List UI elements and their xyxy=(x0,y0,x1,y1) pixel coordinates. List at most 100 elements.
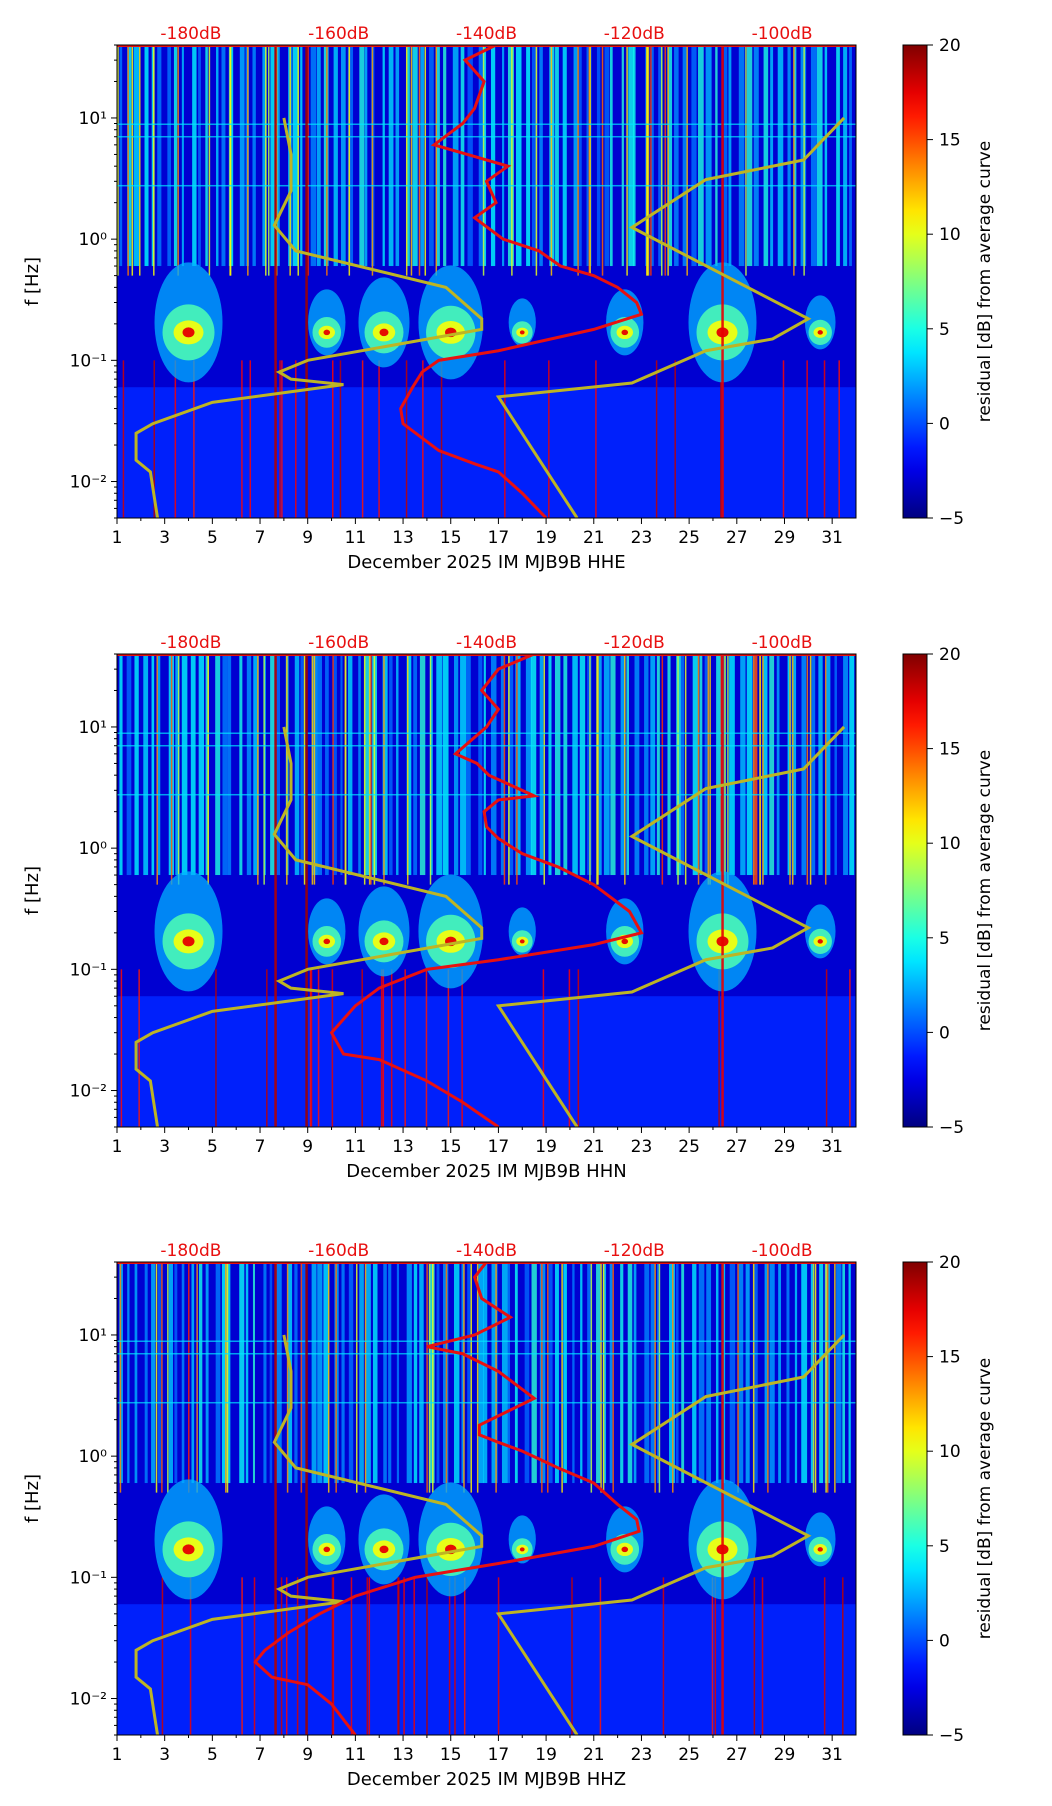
colorbar-tick-label: 0 xyxy=(939,1631,950,1651)
top-db-label: -160dB xyxy=(308,633,369,653)
noise-model-high xyxy=(495,1333,846,1735)
x-tick-label: 17 xyxy=(488,1745,510,1765)
top-db-label: -100dB xyxy=(752,24,813,44)
mean-psd-curve xyxy=(329,654,644,1127)
y-tick-label: 10⁻¹ xyxy=(70,351,107,371)
plot-frame xyxy=(116,44,857,519)
x-tick-label: 21 xyxy=(583,1137,605,1157)
colorbar xyxy=(902,1261,928,1736)
x-tick-label: 13 xyxy=(392,528,414,548)
top-db-label: -120dB xyxy=(604,633,665,653)
colorbar-tick-label: 20 xyxy=(939,1253,961,1273)
top-db-label: -180dB xyxy=(160,24,221,44)
x-tick-label: 11 xyxy=(345,528,367,548)
spectrogram xyxy=(117,1262,856,1735)
x-tick-label: 31 xyxy=(821,1137,843,1157)
plot-frame xyxy=(116,1261,857,1736)
noise-model-high xyxy=(495,725,846,1127)
top-axis-line xyxy=(117,45,856,47)
colorbar-tick-label: 0 xyxy=(939,1023,950,1043)
x-tick-label: 17 xyxy=(488,1137,510,1157)
x-axis-label: December 2025 IM MJB9B HHZ xyxy=(347,1769,626,1790)
x-tick-label: 13 xyxy=(392,1137,414,1157)
spectrogram xyxy=(117,654,856,1127)
top-db-label: -160dB xyxy=(308,24,369,44)
x-tick-label: 19 xyxy=(535,528,557,548)
top-db-label: -180dB xyxy=(160,1241,221,1261)
x-tick-label: 3 xyxy=(159,528,170,548)
colorbar-tick-label: 15 xyxy=(939,740,961,760)
plot-frame xyxy=(116,653,857,1128)
x-tick-label: 31 xyxy=(821,528,843,548)
colorbar xyxy=(902,653,928,1128)
x-tick-label: 7 xyxy=(255,528,266,548)
x-tick-label: 9 xyxy=(302,1745,313,1765)
colorbar-tick-label: −5 xyxy=(939,1118,964,1138)
y-tick-label: 10⁻² xyxy=(70,473,107,493)
top-db-label: -100dB xyxy=(752,1241,813,1261)
x-tick-label: 25 xyxy=(678,1137,700,1157)
y-tick-label: 10⁻² xyxy=(70,1690,107,1710)
x-tick-label: 11 xyxy=(345,1137,367,1157)
x-tick-label: 19 xyxy=(535,1745,557,1765)
noise-model-low xyxy=(134,117,484,518)
y-tick-label: 10¹ xyxy=(79,718,107,738)
x-tick-label: 29 xyxy=(774,1137,796,1157)
low-frequency-band xyxy=(117,996,856,1127)
low-frequency-band xyxy=(117,387,856,518)
x-tick-label: 3 xyxy=(159,1137,170,1157)
low-frequency-band xyxy=(117,1604,856,1735)
y-tick-label: 10¹ xyxy=(79,1326,107,1346)
top-db-label: -180dB xyxy=(160,633,221,653)
y-tick-label: 10⁻¹ xyxy=(70,1568,107,1588)
top-db-label: -140dB xyxy=(456,24,517,44)
colorbar xyxy=(902,44,928,519)
x-axis-label: December 2025 IM MJB9B HHN xyxy=(346,1161,626,1182)
noise-model-low xyxy=(134,1334,484,1735)
colorbar-tick-label: 20 xyxy=(939,36,961,56)
colorbar-tick-label: 15 xyxy=(939,131,961,151)
x-tick-label: 29 xyxy=(774,528,796,548)
x-tick-label: 17 xyxy=(488,528,510,548)
colorbar-tick-label: 0 xyxy=(939,414,950,434)
colorbar-tick-label: −5 xyxy=(939,1726,964,1746)
x-tick-label: 5 xyxy=(207,1137,218,1157)
x-tick-label: 7 xyxy=(255,1745,266,1765)
x-tick-label: 15 xyxy=(440,1745,462,1765)
y-tick-label: 10⁻¹ xyxy=(70,960,107,980)
colorbar-tick-label: 15 xyxy=(939,1348,961,1368)
x-axis-label: December 2025 IM MJB9B HHE xyxy=(347,552,625,573)
x-tick-label: 19 xyxy=(535,1137,557,1157)
colorbar-tick-label: 20 xyxy=(939,645,961,665)
y-axis-label: f [Hz] xyxy=(22,257,43,306)
colorbar-label: residual [dB] from average curve xyxy=(975,1358,995,1639)
x-tick-label: 25 xyxy=(678,528,700,548)
y-axis-label: f [Hz] xyxy=(22,866,43,915)
colorbar-label: residual [dB] from average curve xyxy=(975,141,995,422)
spectrogram xyxy=(117,45,856,518)
colorbar-tick-label: 10 xyxy=(939,1442,961,1462)
y-tick-label: 10⁰ xyxy=(79,230,108,250)
x-tick-label: 31 xyxy=(821,1745,843,1765)
x-tick-label: 21 xyxy=(583,528,605,548)
x-tick-label: 29 xyxy=(774,1745,796,1765)
x-tick-label: 15 xyxy=(440,528,462,548)
x-tick-label: 3 xyxy=(159,1745,170,1765)
panel-3: 1 3 5 7 9 11 13 15 17 19 21 23 25 27 29 3110⁻²10⁻¹10⁰10… xyxy=(22,1241,995,1790)
x-tick-label: 27 xyxy=(726,528,748,548)
y-tick-label: 10⁻² xyxy=(70,1082,107,1102)
panel-1: 1 3 5 7 9 11 13 15 17 19 21 23 25 27 29 3110⁻²10⁻¹10⁰10… xyxy=(22,24,995,573)
y-tick-label: 10⁰ xyxy=(79,1447,108,1467)
colorbar-tick-label: 10 xyxy=(939,834,961,854)
top-db-label: -120dB xyxy=(604,24,665,44)
x-tick-label: 21 xyxy=(583,1745,605,1765)
x-tick-label: 25 xyxy=(678,1745,700,1765)
y-tick-label: 10¹ xyxy=(79,109,107,129)
colorbar-tick-label: 5 xyxy=(939,320,950,340)
top-db-label: -120dB xyxy=(604,1241,665,1261)
x-tick-label: 9 xyxy=(302,1137,313,1157)
x-tick-label: 15 xyxy=(440,1137,462,1157)
top-db-label: -100dB xyxy=(752,633,813,653)
colorbar-tick-label: 5 xyxy=(939,1537,950,1557)
